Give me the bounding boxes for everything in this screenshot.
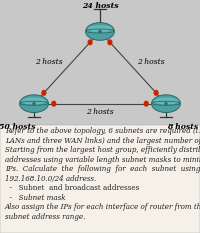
Text: 8 hosts: 8 hosts [167,123,199,131]
Text: 50 hosts: 50 hosts [0,123,35,131]
Ellipse shape [22,97,46,105]
Text: 2 hosts: 2 hosts [35,58,63,66]
Circle shape [154,90,159,96]
Text: 2 hosts: 2 hosts [137,58,165,66]
Circle shape [51,101,56,107]
Circle shape [32,102,36,106]
Text: LANs and three WAN links) and the largest number of host is 50.: LANs and three WAN links) and the larges… [5,137,200,144]
Circle shape [144,101,149,107]
Circle shape [98,30,102,33]
Circle shape [107,39,112,45]
Text: -   Subnet mask: - Subnet mask [5,194,66,202]
Ellipse shape [88,25,112,32]
Text: IPs.  Calculate  the  following  for  each  subnet  using: IPs. Calculate the following for each su… [5,165,200,173]
Text: 2 hosts: 2 hosts [86,108,114,116]
Text: -   Subnet  and broadcast addresses: - Subnet and broadcast addresses [5,184,139,192]
Text: Starting from the largest host group, efficiently distribute the IP: Starting from the largest host group, ef… [5,146,200,154]
Ellipse shape [152,95,180,113]
Text: addresses using variable length subnet masks to minimize loss of: addresses using variable length subnet m… [5,156,200,164]
Text: Refer to the above topology, 6 subnets are required (i.e. three: Refer to the above topology, 6 subnets a… [5,127,200,135]
FancyBboxPatch shape [0,125,200,233]
Circle shape [88,39,93,45]
Text: subnet address range.: subnet address range. [5,213,85,221]
Ellipse shape [86,23,114,40]
Circle shape [164,102,168,106]
Ellipse shape [20,95,48,113]
Text: Also assign the IPs for each interface of router from the given: Also assign the IPs for each interface o… [5,203,200,211]
Ellipse shape [154,97,178,105]
Text: 24 hosts: 24 hosts [82,2,118,10]
Circle shape [41,90,46,96]
Text: 192.168.10.0/24 address.: 192.168.10.0/24 address. [5,175,96,183]
